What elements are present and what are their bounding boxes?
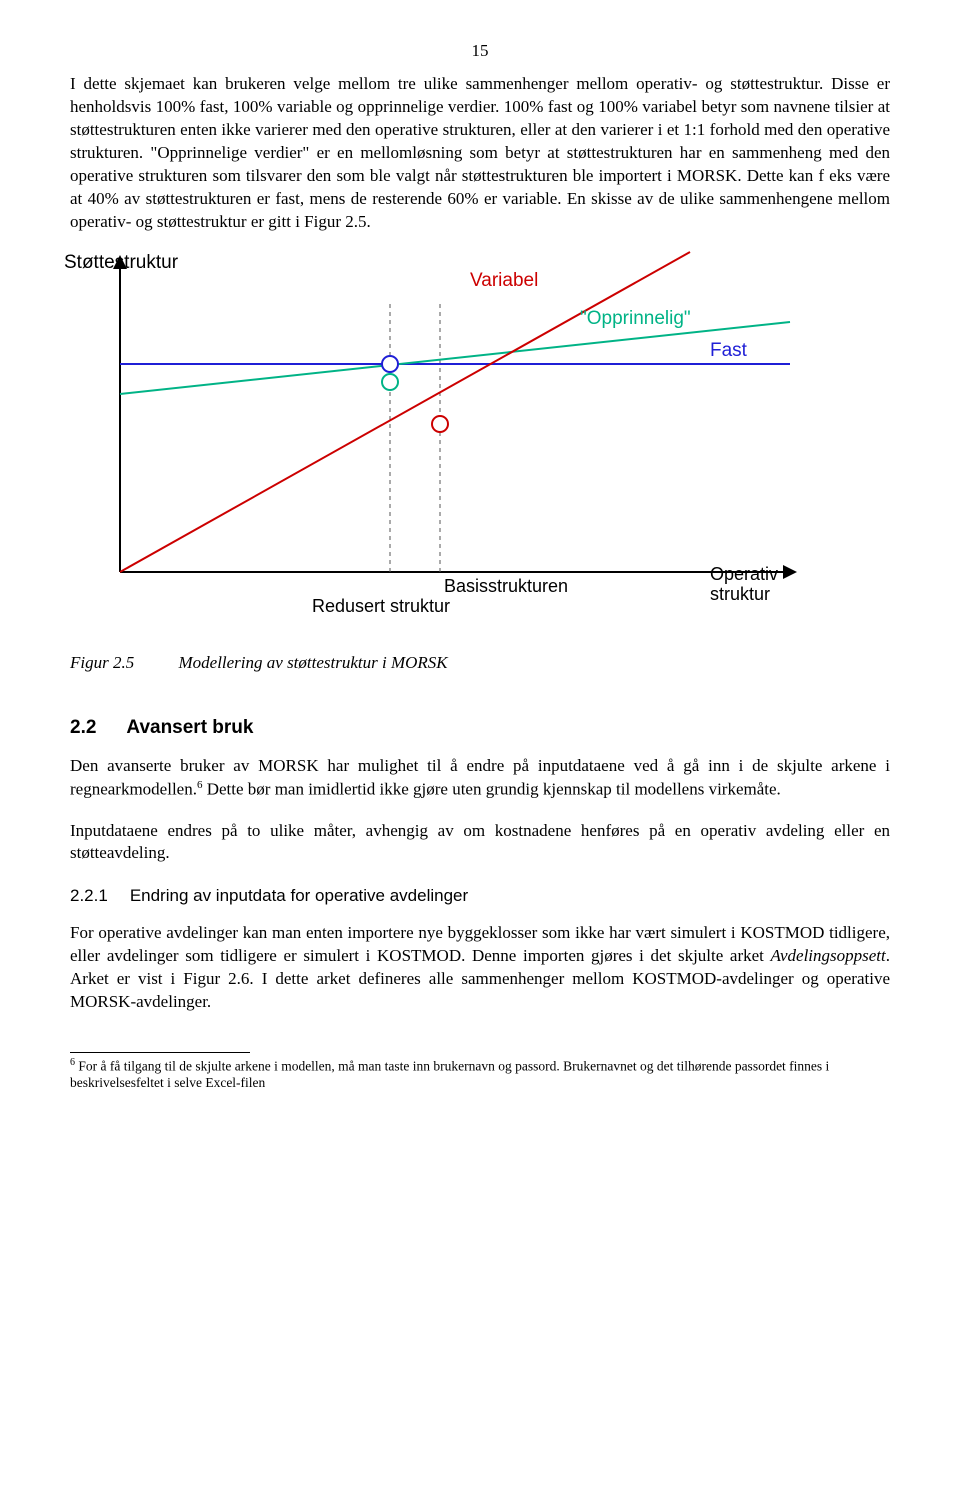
label-x-title-2: struktur: [710, 584, 770, 604]
figure-title: Modellering av støttestruktur i MORSK: [178, 653, 447, 672]
subheading-number: 2.2.1: [70, 886, 108, 905]
figure-2-5-diagram: Støttestruktur Variabel "Opprinnelig" Fa…: [70, 252, 890, 639]
line-variabel: [120, 252, 690, 572]
figure-2-5-caption: Figur 2.5 Modellering av støttestruktur …: [70, 652, 890, 675]
label-opprinnelig: "Opprinnelig": [580, 308, 691, 329]
marker-opprinnelig: [382, 374, 398, 390]
paragraph-advanced-1: Den avanserte bruker av MORSK har muligh…: [70, 755, 890, 802]
paragraph-advanced-2: Inputdataene endres på to ulike måter, a…: [70, 820, 890, 866]
marker-fast: [382, 356, 398, 372]
label-y-title: Støttestruktur: [64, 252, 179, 273]
para4a: For operative avdelinger kan man enten i…: [70, 923, 890, 965]
footnote-separator: [70, 1052, 250, 1053]
figure-number: Figur 2.5: [70, 653, 134, 672]
label-x-title-1: Operativ: [710, 564, 778, 584]
heading-2-2-1: 2.2.1 Endring av inputdata for operative …: [70, 885, 890, 908]
heading-2-2: 2.2 Avansert bruk: [70, 715, 890, 741]
avdelingsoppsett-term: Avdelingsoppsett: [771, 946, 886, 965]
heading-title: Avansert bruk: [126, 717, 253, 738]
para2b: Dette bør man imidlertid ikke gjøre uten…: [202, 780, 780, 799]
paragraph-intro: I dette skjemaet kan brukeren velge mell…: [70, 73, 890, 234]
label-redusert: Redusert struktur: [312, 596, 450, 616]
label-variabel: Variabel: [470, 270, 538, 291]
footnote-text: For å få tilgang til de skjulte arkene i…: [70, 1059, 829, 1091]
paragraph-operative: For operative avdelinger kan man enten i…: [70, 922, 890, 1014]
marker-variabel: [432, 416, 448, 432]
subheading-title: Endring av inputdata for operative avdel…: [130, 886, 468, 905]
footnote-6: 6 For å få tilgang til de skjulte arkene…: [70, 1057, 890, 1092]
label-basis: Basisstrukturen: [444, 576, 568, 596]
page-number: 15: [70, 40, 890, 63]
label-fast: Fast: [710, 340, 748, 361]
heading-number: 2.2: [70, 717, 96, 738]
